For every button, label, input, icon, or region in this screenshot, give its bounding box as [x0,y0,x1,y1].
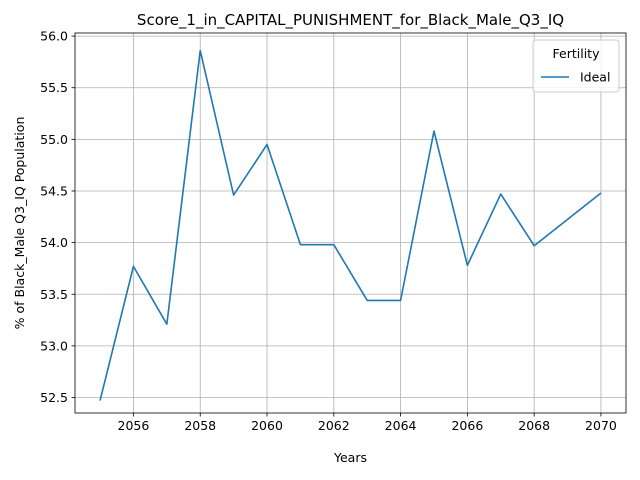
x-tick-label: 2056 [118,418,150,433]
x-tick-label: 2062 [318,418,350,433]
y-tick-label: 56.0 [40,29,68,44]
y-tick-label: 54.0 [40,235,68,250]
legend-label: Ideal [580,70,610,85]
y-axis-label: % of Black_Male Q3_IQ Population [12,117,27,330]
legend-box [532,39,620,93]
legend-entries: Ideal [541,70,610,85]
x-tick-label: 2064 [385,418,417,433]
x-tick-label: 2060 [251,418,283,433]
series-layer [99,49,602,401]
grid [75,33,626,413]
y-tick-label: 55.5 [40,80,68,95]
y-tick-label: 55.0 [40,132,68,147]
legend: Fertility Ideal [532,39,620,93]
y-tick-label: 53.0 [40,338,68,353]
plot-area [74,32,627,414]
x-tick-label: 2058 [184,418,216,433]
legend-title: Fertility [553,46,601,61]
x-tick-label: 2066 [451,418,483,433]
y-tick-label: 54.5 [40,183,68,198]
chart-title: Score_1_in_CAPITAL_PUNISHMENT_for_Black_… [137,11,564,30]
axis-ticks: 2056 2058 2060 2062 2064 2066 2068 2070 52.5 53.0… [40,29,617,433]
y-tick-label: 53.5 [40,287,68,302]
series-line-ideal [99,49,602,401]
y-tick-label: 52.5 [40,390,68,405]
x-tick-label: 2070 [585,418,617,433]
x-tick-label: 2068 [518,418,550,433]
x-axis-label: Years [333,450,367,465]
